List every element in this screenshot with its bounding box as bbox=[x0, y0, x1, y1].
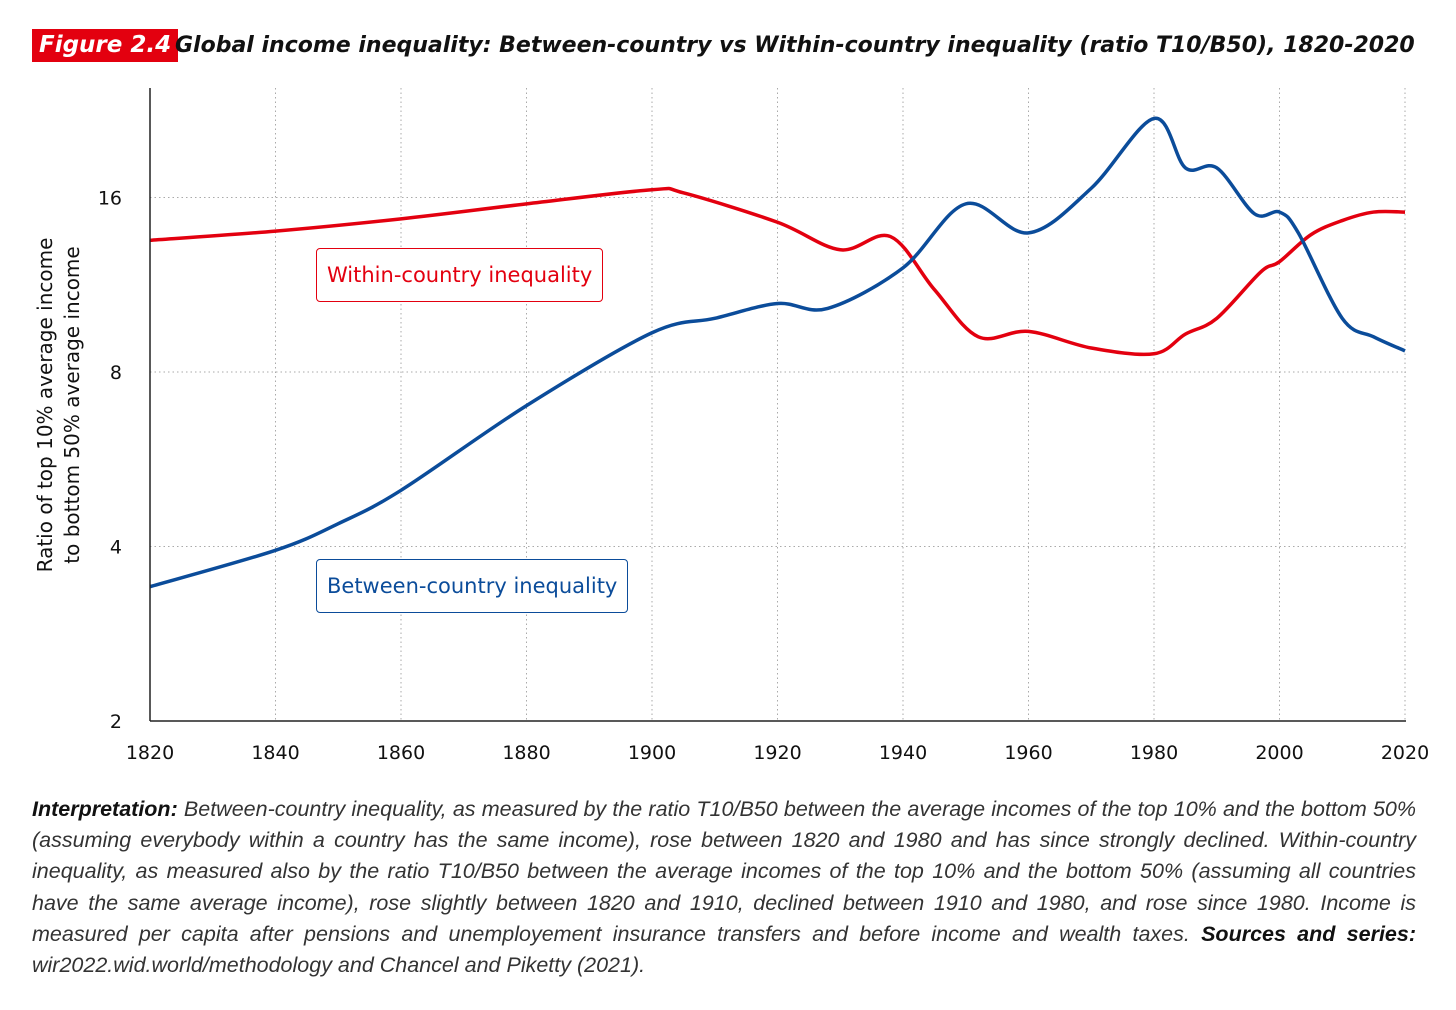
interpretation-text: Between-country inequality, as measured … bbox=[32, 797, 1416, 946]
x-tick-label: 1820 bbox=[126, 742, 174, 764]
x-tick-label: 1900 bbox=[628, 742, 676, 764]
sources-text: wir2022.wid.world/methodology and Chance… bbox=[32, 953, 646, 978]
legend-between: Between-country inequality bbox=[316, 559, 629, 613]
x-tick-label: 1940 bbox=[879, 742, 927, 764]
y-tick-label: 16 bbox=[98, 188, 122, 210]
chart-title: Global income inequality: Between-countr… bbox=[175, 33, 1415, 58]
y-axis-label-line2: to bottom 50% average income bbox=[60, 246, 84, 563]
series-line-between-country bbox=[149, 116, 1406, 589]
y-tick-label: 2 bbox=[110, 711, 122, 733]
y-tick-label: 4 bbox=[110, 537, 122, 559]
x-tick-label: 1920 bbox=[753, 742, 801, 764]
x-tick-label: 2020 bbox=[1381, 742, 1429, 764]
interpretation-label: Interpretation: bbox=[32, 797, 178, 821]
x-tick-label: 1880 bbox=[502, 742, 550, 764]
x-tick-label: 1960 bbox=[1004, 742, 1052, 764]
figure-label: Figure 2.4 bbox=[32, 29, 179, 62]
legend-within: Within-country inequality bbox=[316, 248, 604, 302]
tick-labels: 1820 1840 1860 1880 1900 1920 1940 1960 1980 2000… bbox=[98, 188, 1429, 765]
grid bbox=[150, 88, 1406, 721]
interpretation-note: Interpretation: Between-country inequali… bbox=[32, 794, 1416, 981]
y-tick-label: 8 bbox=[110, 362, 122, 384]
y-axis-label-line1: Ratio of top 10% average income bbox=[33, 238, 57, 573]
x-tick-label: 1980 bbox=[1130, 742, 1178, 764]
x-tick-label: 1860 bbox=[377, 742, 425, 764]
x-tick-label: 1840 bbox=[251, 742, 299, 764]
line-chart: 1820 1840 1860 1880 1900 1920 1940 1960 1980 2000… bbox=[33, 88, 1429, 765]
x-tick-label: 2000 bbox=[1255, 742, 1303, 764]
sources-label: Sources and series: bbox=[1201, 921, 1416, 946]
series-line-within-country bbox=[149, 186, 1406, 357]
